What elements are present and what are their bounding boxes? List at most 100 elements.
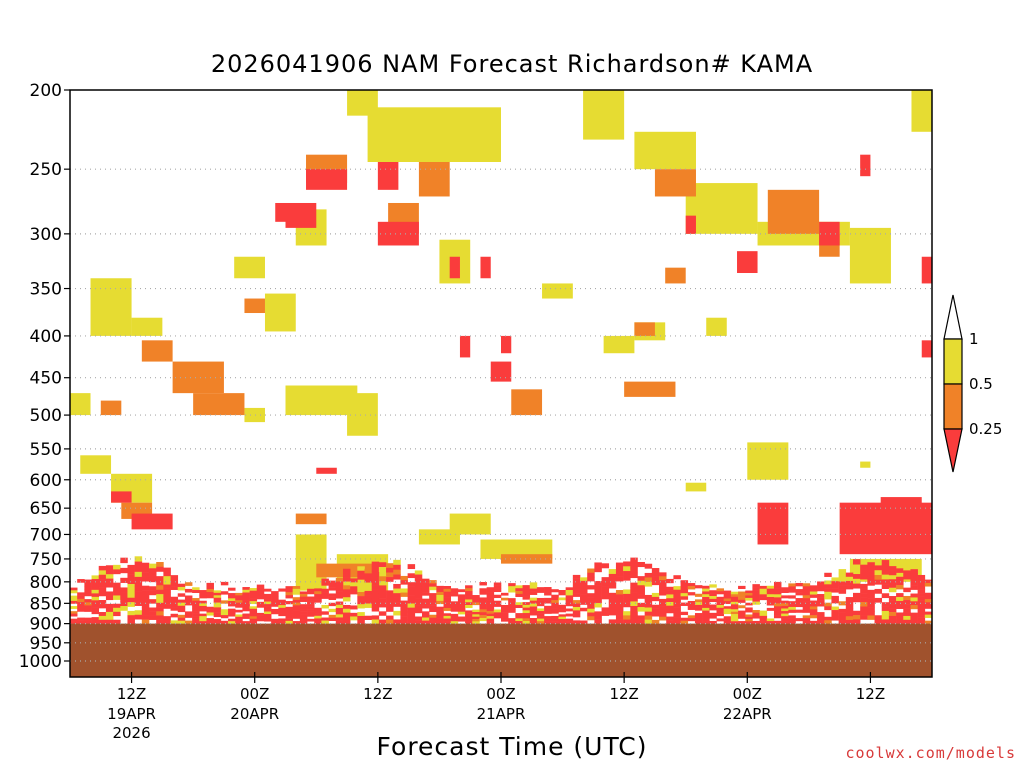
pbl-cell xyxy=(738,594,746,598)
pbl-cell xyxy=(256,604,265,608)
x-tick-date: 19APR xyxy=(107,705,156,723)
pbl-cell xyxy=(350,578,358,583)
pbl-cell xyxy=(450,588,459,592)
pbl-cell xyxy=(342,604,351,610)
pbl-cell xyxy=(522,588,531,592)
pbl-cell xyxy=(321,592,329,596)
pbl-cell xyxy=(824,584,832,589)
pbl-cell xyxy=(924,614,932,618)
pbl-cell xyxy=(809,600,818,604)
pbl-cell xyxy=(565,600,574,604)
pbl-cell xyxy=(824,606,832,611)
pbl-cell xyxy=(730,609,739,612)
pbl-cell xyxy=(572,603,581,608)
pbl-cell xyxy=(443,585,452,590)
pbl-cell xyxy=(479,582,487,586)
pbl-cell xyxy=(917,610,926,615)
pbl-cell xyxy=(256,590,265,594)
pbl-cell xyxy=(881,584,890,589)
pbl-cell xyxy=(702,588,710,592)
pbl-cell xyxy=(759,588,768,592)
pbl-cell xyxy=(773,615,782,619)
pbl-cell xyxy=(242,616,250,619)
ri-region-r xyxy=(131,513,173,530)
pbl-cell xyxy=(213,597,222,601)
ri-region-y xyxy=(685,183,758,234)
pbl-cell xyxy=(443,591,452,595)
pbl-cell xyxy=(371,585,380,590)
pbl-cell xyxy=(493,609,502,613)
pbl-cell xyxy=(659,598,667,603)
ri-region-y xyxy=(583,90,625,140)
pbl-cell xyxy=(903,619,911,624)
pbl-cell xyxy=(874,588,883,594)
pbl-cell xyxy=(615,619,624,624)
pbl-cell xyxy=(386,594,394,600)
pbl-cell xyxy=(666,616,674,621)
pbl-cell xyxy=(113,569,121,575)
pbl-cell xyxy=(565,587,574,591)
y-tick-label: 950 xyxy=(30,634,62,654)
pbl-cell xyxy=(177,593,186,597)
pbl-cell xyxy=(314,618,322,622)
pbl-cell xyxy=(630,614,638,620)
pbl-cell xyxy=(493,582,502,586)
pbl-cell xyxy=(77,598,85,603)
pbl-cell xyxy=(77,595,85,600)
pbl-cell xyxy=(522,590,531,595)
pbl-cell xyxy=(752,620,760,624)
pbl-cell xyxy=(910,581,918,586)
pbl-cell xyxy=(321,595,329,599)
pbl-cell xyxy=(630,610,638,616)
pbl-cell xyxy=(845,597,854,602)
y-tick-label: 650 xyxy=(30,499,62,519)
pbl-cell xyxy=(615,603,624,608)
pbl-cell xyxy=(817,600,825,604)
pbl-cell xyxy=(845,616,854,621)
pbl-cell xyxy=(522,621,531,624)
pbl-cell xyxy=(666,605,674,610)
pbl-cell xyxy=(84,586,92,590)
pbl-cell xyxy=(70,606,78,609)
pbl-cell xyxy=(457,599,466,603)
pbl-cell xyxy=(328,596,337,600)
pbl-cell xyxy=(572,613,581,618)
pbl-cell xyxy=(357,612,365,617)
pbl-cell xyxy=(745,595,753,599)
pbl-cell xyxy=(874,619,883,624)
pbl-cell xyxy=(673,596,681,601)
pbl-cell xyxy=(515,602,523,606)
pbl-cell xyxy=(852,574,861,580)
pbl-cell xyxy=(659,580,667,585)
pbl-cell xyxy=(587,572,595,578)
pbl-cell xyxy=(702,599,710,603)
pbl-cell xyxy=(141,576,150,582)
pbl-cell xyxy=(759,621,768,624)
pbl-cell xyxy=(637,602,645,608)
pbl-cell xyxy=(292,610,301,614)
pbl-cell xyxy=(149,586,157,591)
pbl-cell xyxy=(414,616,423,621)
pbl-cell xyxy=(393,619,401,624)
y-tick-label: 550 xyxy=(30,440,62,460)
ri-region-y xyxy=(849,227,891,284)
pbl-cell xyxy=(788,620,796,624)
ri-region-r xyxy=(880,497,922,525)
pbl-cell xyxy=(809,594,818,598)
pbl-cell xyxy=(263,588,272,592)
ri-region-r xyxy=(285,202,317,228)
pbl-cell xyxy=(680,586,689,591)
pbl-cell xyxy=(608,619,617,624)
pbl-cell xyxy=(738,615,746,619)
pbl-cell xyxy=(536,597,545,601)
pbl-cell xyxy=(70,621,78,624)
pbl-cell xyxy=(429,614,437,619)
credit-link[interactable]: coolwx.com/models xyxy=(845,744,1016,762)
pbl-cell xyxy=(141,619,150,624)
pbl-cell xyxy=(788,609,796,613)
pbl-cell xyxy=(838,619,847,624)
pbl-cell xyxy=(393,602,401,607)
pbl-cell xyxy=(594,619,602,624)
pbl-cell xyxy=(594,615,602,620)
pbl-cell xyxy=(544,589,552,593)
